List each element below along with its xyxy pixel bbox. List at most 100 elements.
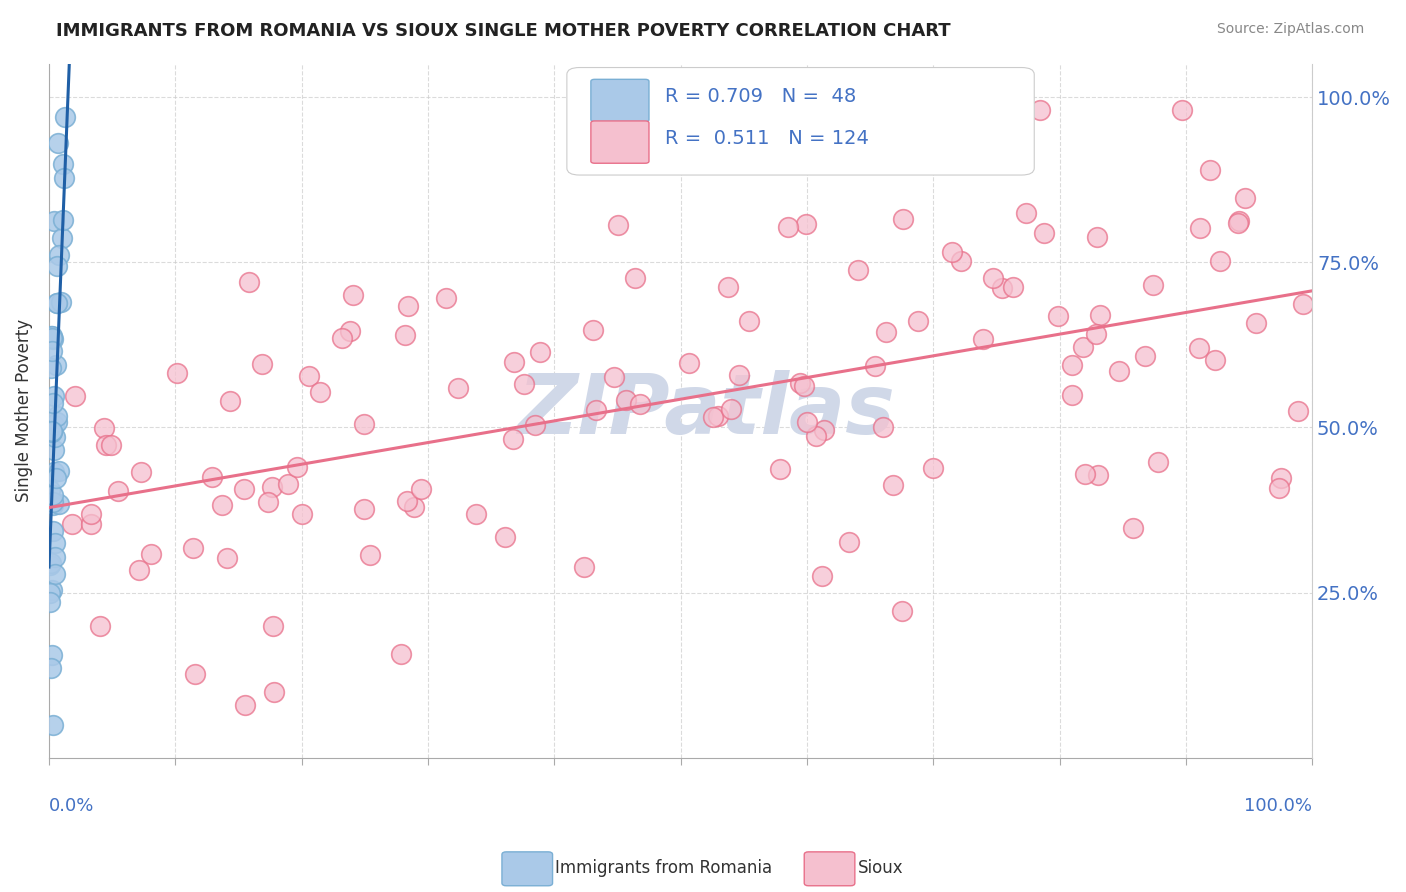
Point — [624, 270, 647, 285]
Point — [396, 494, 419, 508]
Point — [41, 328, 63, 343]
Point — [39, 586, 62, 600]
Point — [678, 355, 700, 369]
Point — [1074, 467, 1097, 482]
Point — [45, 358, 67, 372]
Point — [128, 564, 150, 578]
Point — [51, 231, 73, 245]
Point — [89, 619, 111, 633]
FancyBboxPatch shape — [591, 121, 650, 163]
Point — [51, 156, 73, 170]
Point — [41, 331, 63, 345]
Point — [45, 470, 67, 484]
Point — [263, 685, 285, 699]
Point — [1060, 358, 1083, 372]
Point — [260, 480, 283, 494]
Point — [41, 425, 63, 439]
Point — [219, 394, 242, 409]
Point — [44, 430, 66, 444]
FancyBboxPatch shape — [591, 79, 650, 121]
Point — [891, 604, 914, 618]
Point — [872, 420, 894, 434]
Point — [48, 497, 70, 511]
Point — [447, 381, 470, 395]
Point — [846, 263, 869, 277]
Point — [353, 502, 375, 516]
Point — [1246, 316, 1268, 330]
Point — [394, 327, 416, 342]
Point — [707, 409, 730, 424]
Point — [94, 438, 117, 452]
Point — [42, 332, 65, 346]
Point — [339, 324, 361, 338]
Point — [1227, 214, 1250, 228]
Point — [277, 476, 299, 491]
Point — [45, 259, 67, 273]
Point — [60, 517, 83, 532]
Point — [42, 524, 65, 538]
Point — [769, 461, 792, 475]
Point — [285, 460, 308, 475]
Point — [232, 483, 254, 497]
Point — [1085, 230, 1108, 244]
Point — [838, 535, 860, 549]
Point — [39, 661, 62, 675]
Point — [250, 357, 273, 371]
Point — [907, 314, 929, 328]
Point — [39, 594, 62, 608]
Point — [465, 507, 488, 521]
Point — [41, 424, 63, 438]
Point — [1270, 471, 1292, 485]
Point — [1209, 254, 1232, 268]
Point — [727, 368, 749, 382]
Point — [238, 276, 260, 290]
Point — [1085, 326, 1108, 341]
Point — [875, 326, 897, 340]
Point — [41, 648, 63, 662]
Point — [298, 368, 321, 383]
Point — [863, 359, 886, 373]
Point — [882, 478, 904, 492]
Point — [139, 547, 162, 561]
Point — [39, 329, 62, 343]
Point — [1226, 216, 1249, 230]
Point — [1204, 353, 1226, 368]
Point — [434, 291, 457, 305]
Point — [42, 498, 65, 512]
Point — [606, 218, 628, 232]
Point — [342, 288, 364, 302]
Point — [79, 516, 101, 531]
Y-axis label: Single Mother Poverty: Single Mother Poverty — [15, 319, 32, 502]
Point — [41, 583, 63, 598]
Point — [211, 498, 233, 512]
Point — [574, 560, 596, 574]
Point — [529, 345, 551, 359]
Text: Sioux: Sioux — [858, 859, 903, 877]
Point — [512, 376, 534, 391]
Point — [1029, 103, 1052, 118]
Point — [353, 417, 375, 432]
Point — [39, 360, 62, 375]
Point — [107, 483, 129, 498]
Point — [581, 323, 603, 337]
Point — [166, 366, 188, 380]
Point — [53, 170, 76, 185]
Text: 100.0%: 100.0% — [1244, 797, 1312, 814]
Point — [702, 410, 724, 425]
Point — [44, 549, 66, 564]
Point — [42, 442, 65, 457]
Point — [1108, 363, 1130, 377]
Point — [100, 437, 122, 451]
Point — [1122, 521, 1144, 535]
Point — [42, 418, 65, 433]
Point — [1090, 308, 1112, 322]
Point — [256, 495, 278, 509]
Point — [52, 213, 75, 227]
Point — [217, 551, 239, 566]
Point — [201, 469, 224, 483]
Point — [1015, 206, 1038, 220]
Point — [1071, 340, 1094, 354]
Point — [1142, 278, 1164, 293]
Text: ZIPatlas: ZIPatlas — [517, 370, 894, 451]
Point — [796, 217, 818, 231]
